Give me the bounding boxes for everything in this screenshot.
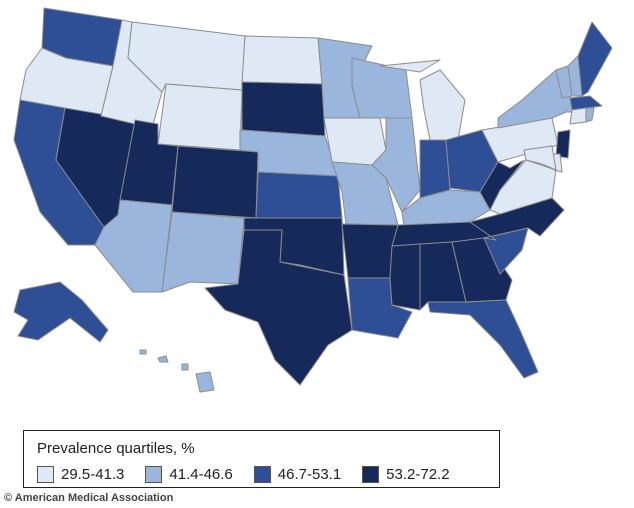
state-AR [341, 223, 399, 279]
legend-swatch-q4 [362, 466, 380, 483]
state-HI [139, 349, 215, 393]
legend-title: Prevalence quartiles, % [37, 440, 195, 457]
state-AZ [94, 199, 173, 293]
state-CT [569, 107, 587, 125]
state-MA [569, 95, 603, 111]
state-NM [161, 211, 245, 293]
copyright-text: © American Medical Association [4, 492, 174, 504]
state-MS [389, 243, 421, 311]
legend-item-q4: 53.2-72.2 [362, 466, 450, 483]
states-layer [13, 7, 613, 393]
legend-item-q2: 41.4-46.6 [145, 466, 233, 483]
us-states-map [13, 7, 613, 393]
state-FL [427, 299, 539, 379]
state-IA [323, 117, 387, 166]
legend: Prevalence quartiles, % 29.5-41.3 41.4-4… [23, 430, 500, 488]
state-ND [241, 35, 323, 85]
legend-swatch-q2 [145, 466, 163, 483]
legend-swatch-q1 [37, 466, 54, 483]
state-NJ [555, 129, 571, 159]
state-ME [577, 21, 613, 97]
legend-item-q3: 46.7-53.1 [253, 466, 342, 483]
state-SD [241, 81, 326, 137]
state-WY [157, 83, 243, 151]
legend-swatch-q3 [253, 466, 271, 483]
state-RI [585, 107, 595, 123]
legend-label-q2: 41.4-46.6 [169, 466, 233, 483]
state-CO [171, 145, 259, 219]
state-MD [523, 145, 557, 171]
legend-item-q1: 29.5-41.3 [37, 466, 124, 483]
state-AK [13, 281, 109, 343]
state-IN [419, 139, 451, 199]
legend-label-q3: 46.7-53.1 [277, 466, 342, 483]
legend-label-q1: 29.5-41.3 [61, 466, 125, 483]
legend-label-q4: 53.2-72.2 [386, 466, 450, 483]
state-GA [451, 237, 513, 303]
legend-items: 29.5-41.3 41.4-46.6 46.7-53.1 53.2-72.2 [37, 466, 471, 483]
state-KS [255, 171, 343, 219]
state-TX [204, 229, 353, 386]
state-IL [371, 117, 421, 213]
